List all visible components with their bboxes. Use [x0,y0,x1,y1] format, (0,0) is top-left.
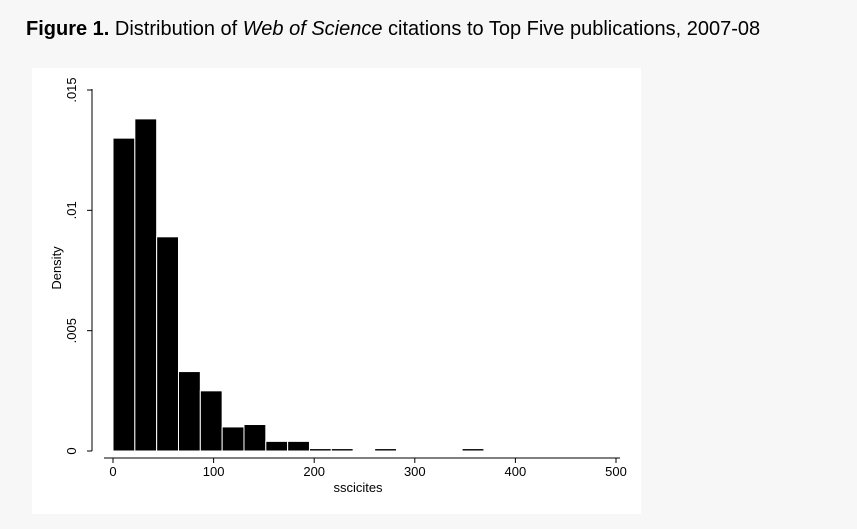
histogram-bar [221,426,245,452]
y-tick-label: .01 [64,201,79,219]
histogram-bar [287,440,310,452]
histogram-bar [199,390,223,452]
axes-group: 0 .005 .01 .015 0 100 200 300 400 500 [64,77,627,479]
figure-caption: Figure 1. Distribution of Web of Science… [26,18,760,41]
y-axis-title: Density [49,246,64,290]
histogram-bar [374,448,397,452]
histogram-bar [112,137,136,452]
figure-label: Figure 1. [26,18,110,40]
histogram-bar [134,118,158,452]
histogram-bar [243,424,267,452]
x-tick-label: 100 [203,464,225,479]
bars-group [112,118,485,452]
histogram-bar [308,448,332,452]
histogram-bar [177,371,201,452]
figure-title-after: citations to Top Five publications, 2007… [388,18,761,40]
x-tick-label: 500 [605,464,627,479]
figure-title-italic: Web of Science [242,18,383,40]
x-tick-label: 300 [404,464,426,479]
histogram-bar [156,236,179,452]
x-axis-title: sscicites [333,480,383,495]
x-tick-label: 200 [303,464,325,479]
histogram-bar [265,440,289,452]
x-tick-label: 0 [109,464,116,479]
histogram-bar [330,448,354,452]
y-tick-label: .015 [64,77,79,102]
y-tick-label: 0 [64,447,79,454]
y-tick-label: .005 [64,318,79,343]
histogram-chart: 0 .005 .01 .015 0 100 200 300 400 500 Density ssc… [49,77,627,495]
chart-area: 0 .005 .01 .015 0 100 200 300 400 500 Density ssc… [32,68,641,514]
x-tick-label: 400 [505,464,527,479]
histogram-bar [461,448,485,452]
figure-title-before: Distribution of [114,18,238,40]
